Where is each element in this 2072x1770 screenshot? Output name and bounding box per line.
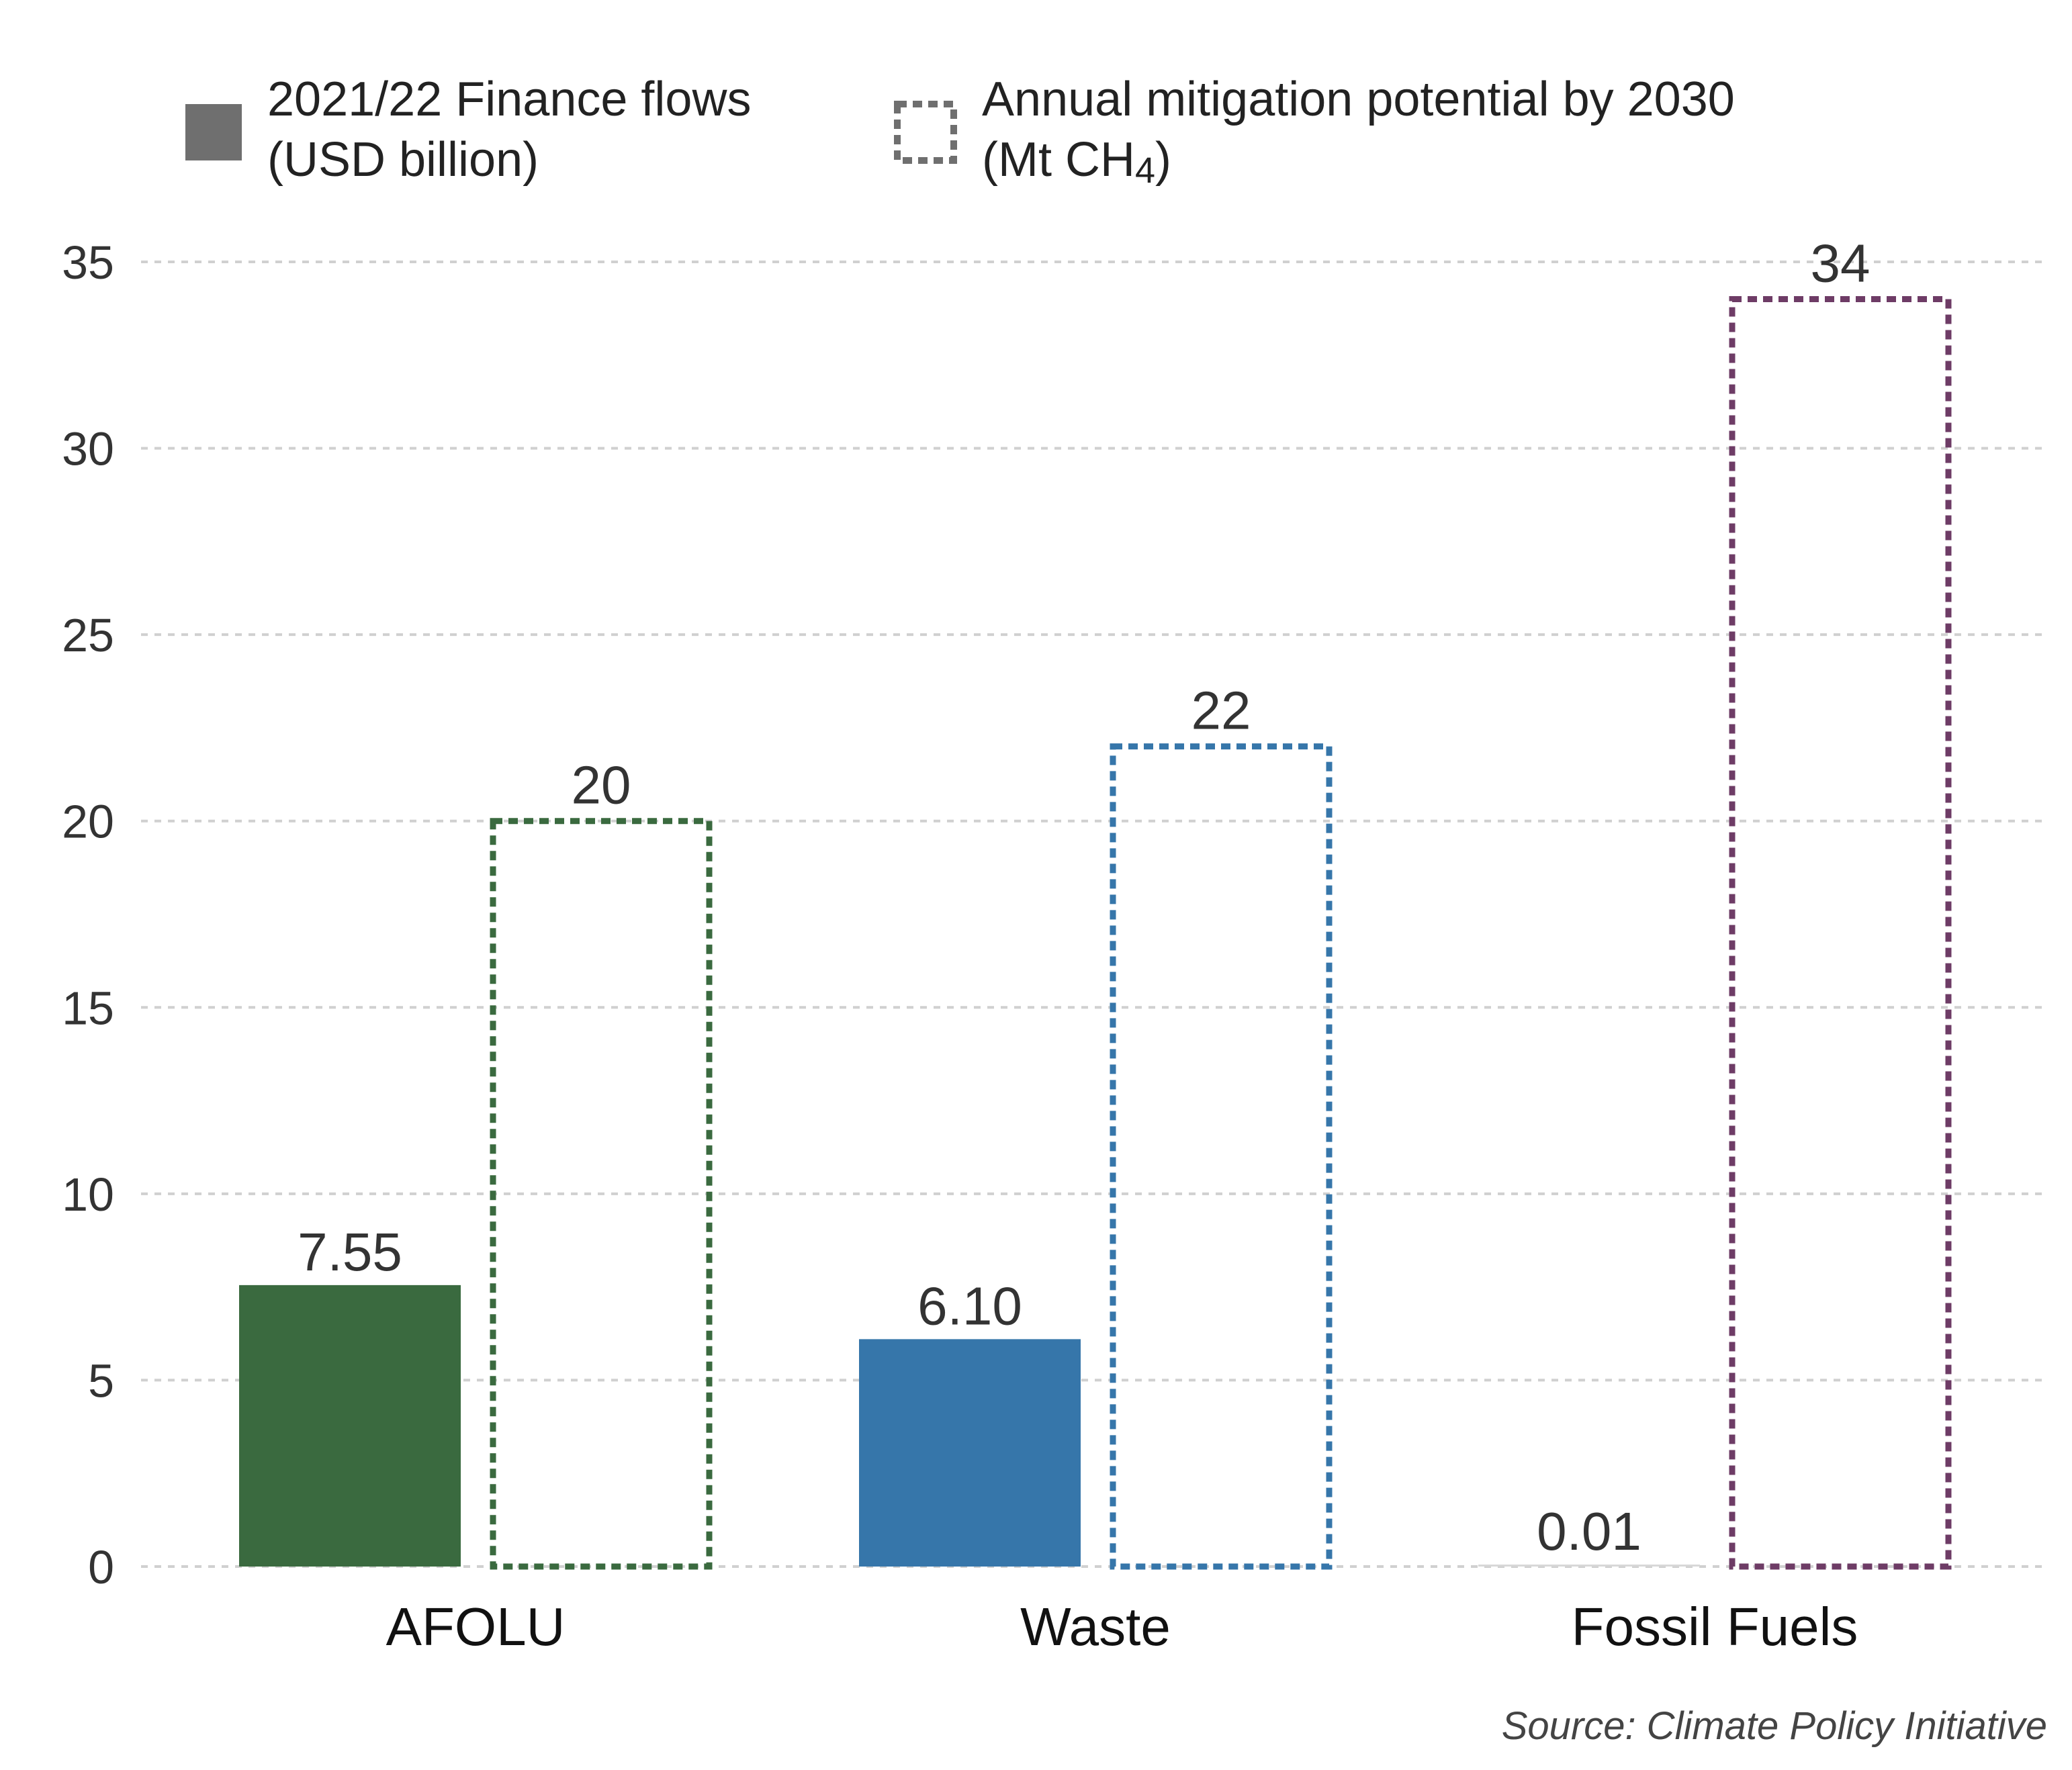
y-tick-label-5: 5 [88, 1354, 114, 1407]
bar-finance-fossil-fuels [1478, 1565, 1700, 1567]
value-label-mitigation-afolu: 20 [572, 755, 631, 815]
y-axis-ticks: 0 5 10 15 20 25 30 35 [62, 236, 114, 1593]
bar-mitigation-fossil-fuels [1729, 296, 1952, 1570]
category-labels: AFOLU Waste Fossil Fuels [386, 1597, 1858, 1657]
y-tick-label-20: 20 [62, 796, 114, 848]
y-tick-label-0: 0 [88, 1541, 114, 1593]
source-note: Source: Climate Policy Initiative [1502, 1704, 2047, 1748]
value-label-finance-waste: 6.10 [917, 1276, 1022, 1336]
value-label-finance-fossil-fuels: 0.01 [1537, 1501, 1641, 1561]
value-label-finance-afolu: 7.55 [298, 1222, 402, 1282]
legend: 2021/22 Finance flows (USD billion) Annu… [185, 73, 1735, 191]
bars [239, 296, 1952, 1570]
bar-finance-waste [859, 1339, 1081, 1567]
y-tick-label-10: 10 [62, 1168, 114, 1221]
category-label-fossil-fuels: Fossil Fuels [1572, 1597, 1858, 1657]
legend-mitigation-line1: Annual mitigation potential by 2030 [982, 73, 1735, 126]
bar-mitigation-waste [1110, 743, 1333, 1570]
legend-finance-line1: 2021/22 Finance flows [267, 73, 751, 126]
value-labels: 7.55 20 6.10 22 0.01 34 [298, 234, 1870, 1561]
value-label-mitigation-fossil-fuels: 34 [1811, 234, 1871, 293]
legend-swatch-finance [185, 104, 242, 160]
value-label-mitigation-waste: 22 [1191, 681, 1251, 741]
category-label-afolu: AFOLU [386, 1597, 566, 1657]
legend-finance-line2: (USD billion) [267, 133, 539, 187]
y-tick-label-25: 25 [62, 609, 114, 661]
legend-swatch-mitigation [894, 101, 957, 164]
bar-mitigation-afolu [490, 818, 713, 1570]
bar-finance-afolu [239, 1285, 461, 1567]
category-label-waste: Waste [1020, 1597, 1171, 1657]
y-tick-label-15: 15 [62, 982, 114, 1034]
y-tick-label-30: 30 [62, 423, 114, 475]
y-tick-label-35: 35 [62, 236, 114, 289]
legend-mitigation-line2: (Mt CH4) [982, 133, 1171, 191]
